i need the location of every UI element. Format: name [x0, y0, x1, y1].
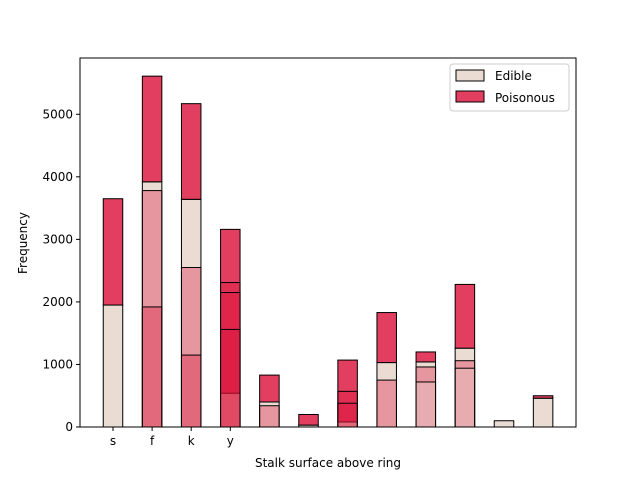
- legend: Edible Poisonous: [449, 63, 570, 112]
- x-tick-label: s: [110, 434, 116, 448]
- bar-poisonous: [376, 312, 397, 364]
- bar-overlay: [180, 354, 202, 428]
- bar-poisonous: [415, 351, 437, 363]
- y-tick-label: 3000: [42, 232, 73, 246]
- y-tick-label: 1000: [42, 357, 73, 371]
- bar-edible: [532, 397, 554, 428]
- legend-swatch-poisonous: [455, 90, 485, 103]
- bar-poisonous: [532, 395, 554, 399]
- x-tick-label: f: [150, 434, 155, 448]
- y-tick-label: 2000: [42, 295, 73, 309]
- bar-poisonous: [298, 413, 319, 426]
- y-axis-label: Frequency: [16, 212, 30, 274]
- x-tick-label: k: [188, 434, 195, 448]
- bar-poisonous: [454, 283, 476, 349]
- bar-poisonous: [102, 198, 124, 306]
- y-tick-label: 5000: [42, 107, 73, 121]
- bar-edible: [102, 304, 124, 428]
- x-tick-label: y: [227, 434, 234, 448]
- y-tick-label: 0: [65, 420, 73, 434]
- bar-overlay: [259, 405, 280, 428]
- bar-poisonous: [180, 103, 202, 200]
- plot-frame: [79, 57, 577, 428]
- bar-overlay: [141, 306, 163, 428]
- legend-label-edible: Edible: [495, 69, 532, 83]
- bar-overlay: [337, 402, 358, 428]
- bar-overlay: [376, 379, 397, 428]
- legend-label-poisonous: Poisonous: [495, 91, 555, 105]
- bar-poisonous: [259, 374, 280, 403]
- bar-poisonous: [141, 75, 163, 183]
- bar-overlay: [220, 328, 241, 428]
- legend-swatch-edible: [455, 69, 485, 82]
- x-axis-label: Stalk surface above ring: [255, 456, 401, 470]
- bars-group: [102, 75, 554, 428]
- bar-edible: [493, 420, 515, 428]
- bar-overlay: [415, 381, 437, 428]
- y-axis: 0 1000 2000 3000 4000 5000: [42, 107, 80, 434]
- bar-overlay: [454, 367, 476, 428]
- y-tick-label: 4000: [42, 170, 73, 184]
